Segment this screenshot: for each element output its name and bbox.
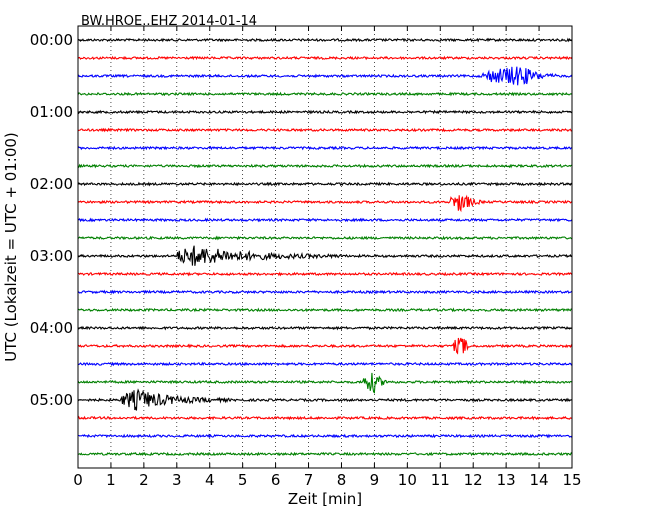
x-tick-label: 0: [73, 471, 83, 489]
gridlines: [110, 26, 540, 468]
x-tick-label: 6: [271, 471, 281, 489]
seismic-trace: [77, 372, 573, 394]
seismic-trace: [77, 145, 573, 151]
chart-title: BW.HROE..EHZ 2014-01-14: [81, 14, 257, 29]
x-tick-label: 9: [370, 471, 380, 489]
seismic-trace: [77, 163, 573, 169]
seismic-trace: [77, 433, 573, 439]
x-tick-label: 2: [139, 471, 149, 489]
y-tick-label: 05:00: [30, 391, 73, 409]
seismic-trace: [77, 307, 573, 313]
y-axis-ticks: 00:00 01:00 02:00 03:00 04:00 05:00: [30, 31, 572, 409]
trace-group: [77, 37, 573, 457]
seismic-trace: [77, 235, 573, 241]
seismic-trace: [77, 55, 573, 61]
seismic-trace: [77, 325, 573, 331]
x-tick-label: 1: [106, 471, 116, 489]
seismic-trace: [77, 415, 573, 421]
seismic-trace: [77, 109, 573, 115]
x-axis-ticks: 0 1 2 3 4 5 6 7 8 9 10 11 12 13 14 15: [73, 26, 582, 489]
x-tick-label: 12: [464, 471, 483, 489]
seismic-trace: [77, 66, 573, 86]
x-tick-label: 14: [530, 471, 549, 489]
y-tick-label: 01:00: [30, 103, 73, 121]
seismic-trace: [77, 37, 573, 43]
seismic-trace: [77, 91, 573, 97]
x-tick-label: 10: [398, 471, 417, 489]
seismic-trace: [77, 361, 573, 367]
seismic-trace: [77, 289, 573, 295]
y-tick-label: 02:00: [30, 175, 73, 193]
x-tick-label: 13: [497, 471, 516, 489]
seismic-trace: [77, 181, 573, 187]
x-tick-label: 5: [238, 471, 248, 489]
x-axis-label: Zeit [min]: [288, 490, 362, 508]
seismic-trace: [77, 271, 573, 277]
seismic-trace: [77, 127, 573, 133]
x-tick-label: 3: [172, 471, 182, 489]
seismic-trace: [77, 337, 573, 355]
y-tick-label: 00:00: [30, 31, 73, 49]
y-tick-label: 03:00: [30, 247, 73, 265]
x-tick-label: 7: [304, 471, 314, 489]
seismic-trace: [77, 217, 573, 223]
plot-frame: [77, 25, 573, 469]
seismic-trace: [77, 388, 573, 411]
seismic-trace: [77, 194, 573, 213]
x-tick-label: 4: [205, 471, 215, 489]
y-tick-label: 04:00: [30, 319, 73, 337]
y-axis-label: UTC (Lokalzeit = UTC + 01:00): [2, 132, 20, 362]
x-tick-label: 8: [337, 471, 347, 489]
seismic-trace: [77, 245, 573, 266]
seismic-trace: [77, 451, 573, 457]
x-tick-label: 15: [562, 471, 581, 489]
x-tick-label: 11: [431, 471, 450, 489]
